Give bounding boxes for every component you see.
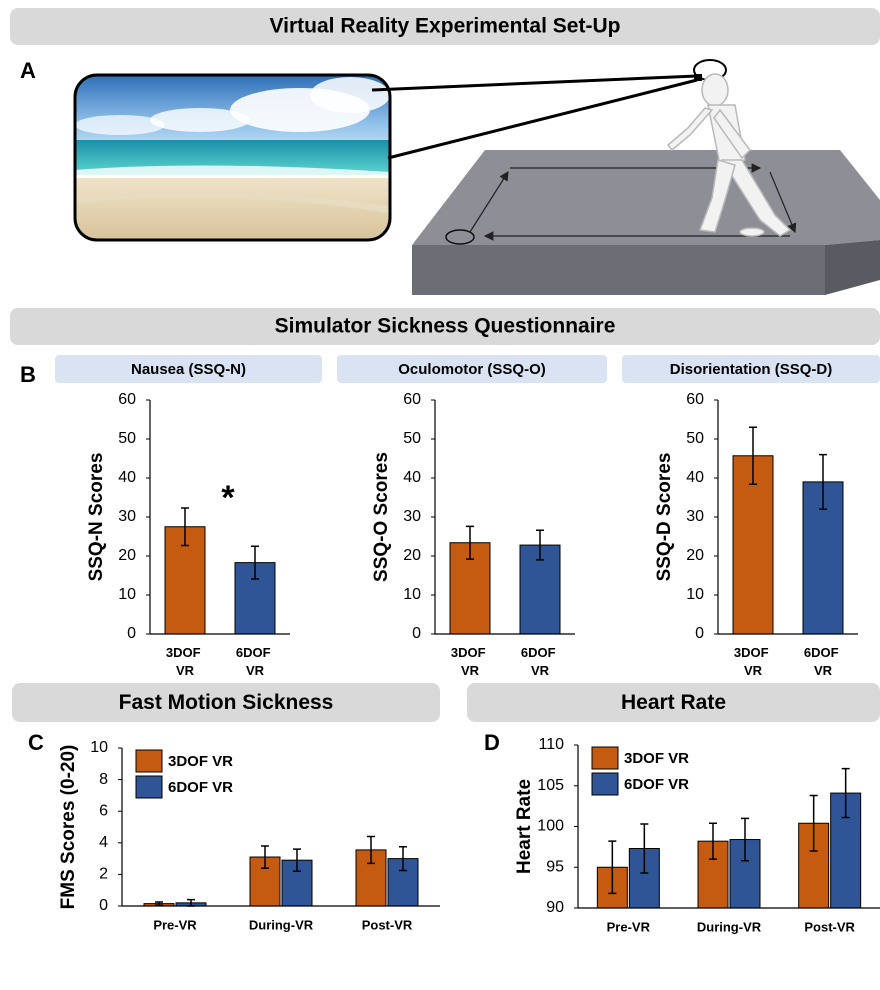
- y-tick-label: 20: [686, 547, 704, 564]
- y-tick-label: 105: [537, 777, 564, 794]
- y-tick-label: 30: [118, 508, 136, 525]
- y-tick-label: 0: [695, 625, 704, 642]
- legend-label: 3DOF VR: [168, 753, 233, 770]
- y-tick-label: 60: [403, 391, 421, 408]
- y-tick-label: 100: [537, 818, 564, 835]
- y-tick-label: 40: [403, 469, 421, 486]
- y-tick-label: 90: [546, 899, 564, 916]
- x-tick-label: Pre-VR: [153, 917, 197, 932]
- y-tick-label: 95: [546, 858, 564, 875]
- y-tick-label: 30: [686, 508, 704, 525]
- chart-title: Disorientation (SSQ-D): [670, 361, 833, 378]
- section-title: Virtual Reality Experimental Set-Up: [270, 15, 621, 38]
- legend-swatch: [592, 773, 618, 795]
- x-tick-label: 6DOF VR: [521, 645, 559, 678]
- panel-label: B: [20, 362, 36, 387]
- chart-title: Oculomotor (SSQ-O): [398, 361, 546, 378]
- x-tick-label: 3DOF VR: [166, 645, 204, 678]
- page: Virtual Reality Experimental Set-Up A: [0, 0, 880, 990]
- y-tick-label: 2: [99, 866, 108, 883]
- panel-label: C: [28, 730, 44, 755]
- x-tick-label: 6DOF VR: [236, 645, 274, 678]
- beach-image: [75, 75, 390, 240]
- x-tick-label: 6DOF VR: [804, 645, 842, 678]
- y-tick-label: 50: [403, 430, 421, 447]
- y-tick-label: 0: [99, 897, 108, 914]
- y-axis-label: SSQ-O Scores: [371, 452, 392, 582]
- treadmill: [412, 150, 880, 295]
- panel-label: A: [20, 58, 36, 83]
- legend-label: 6DOF VR: [624, 776, 689, 793]
- y-tick-label: 60: [118, 391, 136, 408]
- annotation: *: [221, 479, 235, 517]
- y-tick-label: 40: [686, 469, 704, 486]
- y-tick-label: 6: [99, 802, 108, 819]
- chart-title: Fast Motion Sickness: [119, 691, 334, 714]
- section-title: Simulator Sickness Questionnaire: [275, 315, 616, 338]
- legend-swatch: [592, 747, 618, 769]
- y-tick-label: 20: [403, 547, 421, 564]
- y-axis-label: SSQ-N Scores: [86, 453, 107, 582]
- view-line: [388, 80, 697, 158]
- y-tick-label: 40: [118, 469, 136, 486]
- chart-title: Heart Rate: [621, 691, 726, 714]
- y-tick-label: 20: [118, 547, 136, 564]
- panel-label: D: [484, 730, 500, 755]
- y-tick-label: 8: [99, 771, 108, 788]
- legend-swatch: [136, 750, 162, 772]
- legend-label: 6DOF VR: [168, 779, 233, 796]
- y-tick-label: 4: [99, 834, 108, 851]
- y-tick-label: 10: [403, 586, 421, 603]
- legend-label: 3DOF VR: [624, 750, 689, 767]
- y-tick-label: 30: [403, 508, 421, 525]
- figure: Virtual Reality Experimental Set-Up A: [0, 0, 880, 990]
- y-tick-label: 10: [686, 586, 704, 603]
- x-tick-label: Post-VR: [362, 917, 413, 932]
- y-tick-label: 0: [412, 625, 421, 642]
- x-tick-label: During-VR: [249, 917, 314, 932]
- y-tick-label: 60: [686, 391, 704, 408]
- x-tick-label: 3DOF VR: [451, 645, 489, 678]
- y-axis-label: Heart Rate: [514, 779, 535, 874]
- y-axis-label: FMS Scores (0-20): [58, 745, 79, 910]
- view-line: [372, 76, 697, 90]
- y-tick-label: 0: [127, 625, 136, 642]
- y-tick-label: 10: [90, 739, 108, 756]
- y-axis-label: SSQ-D Scores: [654, 453, 675, 582]
- x-tick-label: Post-VR: [804, 919, 855, 934]
- x-tick-label: Pre-VR: [607, 919, 651, 934]
- y-tick-label: 110: [538, 736, 564, 753]
- y-tick-label: 50: [118, 430, 136, 447]
- y-tick-label: 50: [686, 430, 704, 447]
- legend-swatch: [136, 776, 162, 798]
- y-tick-label: 10: [118, 586, 136, 603]
- x-tick-label: 3DOF VR: [734, 645, 772, 678]
- x-tick-label: During-VR: [697, 919, 762, 934]
- chart-title: Nausea (SSQ-N): [131, 361, 246, 378]
